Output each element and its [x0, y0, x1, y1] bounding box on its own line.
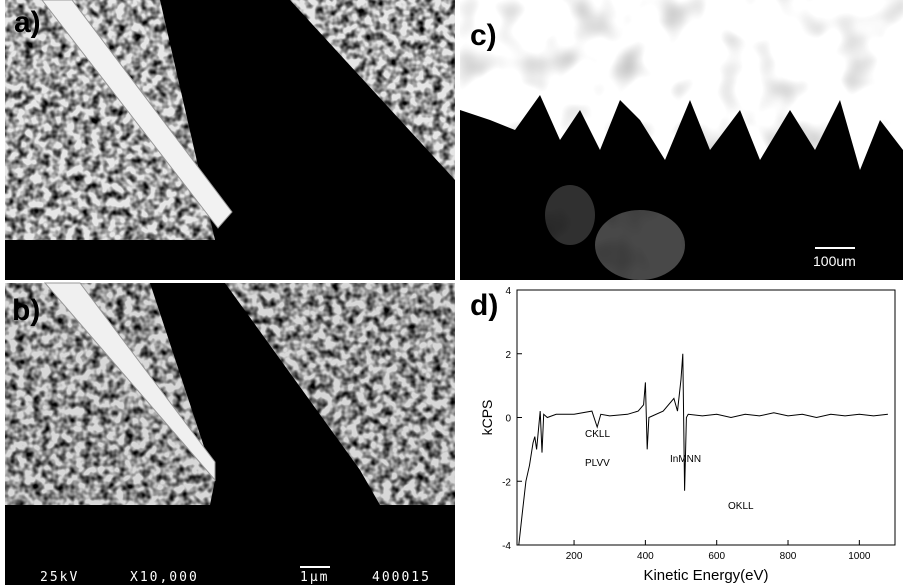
panel-label: c)	[470, 19, 497, 52]
x-tick-label: 1000	[848, 551, 871, 562]
sem-scale: 1µm	[300, 570, 329, 585]
peak-annotation: PLVV	[585, 458, 610, 469]
y-tick-label: 2	[505, 350, 511, 361]
y-tick-label: -2	[502, 477, 511, 488]
y-tick-label: 4	[505, 286, 511, 297]
panel-label: d)	[470, 289, 498, 322]
panel-label: a)	[14, 6, 41, 39]
spectrum-chart: d) -4 -2 0 2 4 200 400 600 800 1000 Kinetic Energy…	[470, 286, 896, 584]
x-axis-title: Kinetic Energy(eV)	[643, 567, 768, 584]
spectrum-line	[518, 353, 888, 546]
x-tick-label: 600	[708, 551, 725, 562]
panel-label: b)	[12, 294, 40, 327]
sem-magnification: X10,000	[130, 570, 199, 585]
panel-b: 25kV X10,000 1µm 400015 b)	[5, 282, 455, 585]
peak-annotation: CKLL	[585, 429, 610, 440]
x-tick-label: 200	[566, 551, 583, 562]
peak-annotation: OKLL	[728, 501, 754, 512]
y-tick-label: -4	[502, 541, 511, 552]
panel-c: c) 100um	[460, 0, 903, 280]
panel-a: a)	[5, 0, 455, 280]
plot-frame	[516, 289, 896, 546]
y-axis-title: kCPS	[479, 400, 495, 436]
y-tick-label: 0	[505, 414, 511, 425]
scale-bar-label: 100um	[813, 253, 856, 269]
sem-voltage: 25kV	[40, 570, 79, 585]
x-tick-label: 800	[780, 551, 797, 562]
peak-annotation: InMNN	[670, 454, 701, 465]
x-tick-label: 400	[637, 551, 654, 562]
sem-id: 400015	[372, 570, 431, 585]
